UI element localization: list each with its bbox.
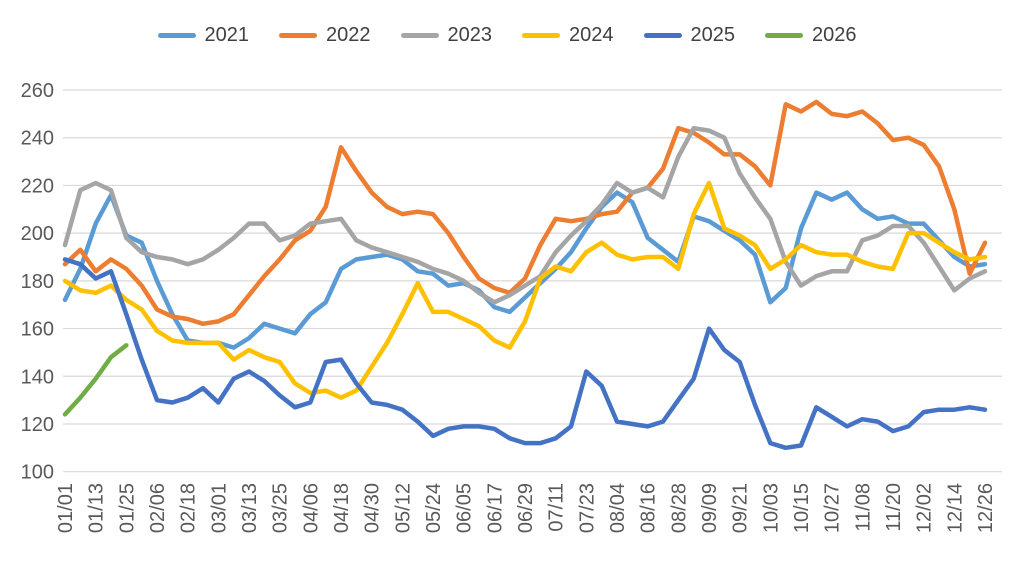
legend-swatch-icon <box>643 33 682 38</box>
x-axis-tick-label: 01/01 <box>55 483 77 533</box>
x-axis-tick-label: 04/06 <box>300 483 322 533</box>
legend-item-2024: 2024 <box>522 24 614 47</box>
x-axis-tick-label: 06/29 <box>515 483 537 533</box>
series-line-2024 <box>62 180 988 400</box>
legend-swatch-icon <box>765 33 803 38</box>
legend-swatch-icon <box>279 33 317 38</box>
legend-label: 2021 <box>204 24 250 46</box>
legend-label: 2023 <box>447 24 493 46</box>
legend-label: 2022 <box>326 24 371 46</box>
x-axis-tick-label: 07/23 <box>576 483 598 533</box>
x-axis-tick-label: 11/08 <box>852 483 874 532</box>
x-axis-tick-label: 04/18 <box>331 483 353 533</box>
x-axis-tick-label: 09/09 <box>699 483 721 533</box>
x-axis-tick-label: 11/20 <box>883 483 905 532</box>
y-axis-tick-label: 260 <box>21 80 54 102</box>
x-axis-tick-label: 05/24 <box>423 483 445 533</box>
legend-label: 2026 <box>812 24 857 46</box>
y-axis-tick-label: 140 <box>21 366 54 388</box>
x-axis-tick-label: 04/30 <box>362 483 384 533</box>
legend-item-2022: 2022 <box>279 24 371 47</box>
x-axis-tick-label: 10/03 <box>760 483 782 533</box>
x-axis-tick-label: 06/17 <box>484 483 506 533</box>
y-axis-tick-label: 220 <box>21 175 54 197</box>
x-axis-tick-label: 03/01 <box>208 483 230 533</box>
x-axis-tick-label: 08/04 <box>607 483 629 533</box>
x-axis-tick-label: 02/06 <box>147 483 169 533</box>
x-axis-tick-label: 05/12 <box>392 483 414 533</box>
x-axis-tick-label: 12/14 <box>944 483 966 533</box>
x-axis-tick-label: 03/25 <box>270 483 292 533</box>
x-axis-tick-label: 02/18 <box>178 483 200 533</box>
legend-swatch-icon <box>400 33 439 38</box>
x-axis-tick-label: 08/16 <box>638 483 660 533</box>
legend-item-2021: 2021 <box>157 24 250 47</box>
chart-legend: 2021 2022 2023 2024 2025 2026 <box>0 24 1014 47</box>
y-axis-tick-label: 160 <box>21 319 54 341</box>
legend-item-2023: 2023 <box>400 24 493 47</box>
x-axis-tick-label: 01/13 <box>86 483 108 533</box>
y-axis-tick-label: 120 <box>21 414 54 436</box>
series-line-2026 <box>62 343 129 417</box>
y-axis-tick-label: 200 <box>21 223 54 245</box>
legend-item-2026: 2026 <box>765 24 857 47</box>
x-axis-tick-label: 12/02 <box>914 483 936 533</box>
x-axis-tick-label: 06/05 <box>454 483 476 533</box>
legend-item-2025: 2025 <box>643 24 736 47</box>
x-axis-tick-label: 10/27 <box>822 483 844 533</box>
y-axis-tick-label: 100 <box>21 462 54 484</box>
legend-swatch-icon <box>157 33 196 38</box>
series-line-2025 <box>62 257 988 451</box>
y-axis-tick-label: 240 <box>21 128 54 150</box>
legend-label: 2025 <box>690 24 736 46</box>
legend-swatch-icon <box>522 33 560 38</box>
x-axis-tick-label: 10/15 <box>791 483 813 533</box>
series-line-2022 <box>62 99 988 327</box>
x-axis-tick-label: 12/26 <box>975 483 997 533</box>
x-axis-tick-label: 07/11 <box>546 483 568 532</box>
x-axis-tick-label: 01/25 <box>116 483 138 533</box>
x-axis-tick-label: 03/13 <box>239 483 261 533</box>
legend-label: 2024 <box>569 24 614 46</box>
series-line-2023 <box>62 125 988 305</box>
y-axis-tick-label: 180 <box>21 271 54 293</box>
x-axis-tick-label: 08/28 <box>668 483 690 533</box>
x-axis-tick-label: 09/21 <box>730 483 752 533</box>
